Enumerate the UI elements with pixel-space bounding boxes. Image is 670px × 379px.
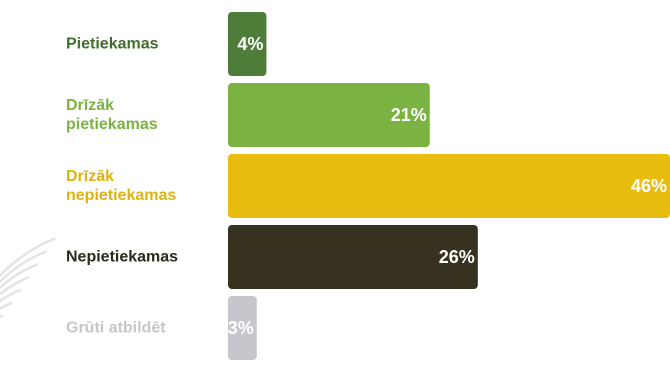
category-label-drizak-pietiekamas: Drīzāk pietiekamas	[66, 97, 158, 133]
category-label-drizak-nepietiekamas: Drīzāk nepietiekamas	[66, 168, 176, 204]
decorative-arcs-graphic	[0, 237, 56, 319]
bar-nepietiekamas	[228, 225, 478, 289]
value-label-gruti-atbildet: 3%	[228, 318, 254, 338]
decorative-arc	[0, 250, 48, 284]
category-label-pietiekamas: Pietiekamas	[66, 36, 159, 53]
bar-drizak-nepietiekamas	[228, 154, 670, 218]
bar-pietiekamas	[228, 12, 267, 76]
value-label-drizak-pietiekamas: 21%	[391, 105, 427, 125]
decorative-arc	[0, 301, 13, 311]
decorative-arc	[0, 275, 30, 296]
bar-drizak-pietiekamas	[228, 83, 430, 147]
decorative-arc	[0, 314, 4, 319]
decorative-arc	[0, 262, 39, 290]
decorative-arc	[0, 288, 22, 303]
value-label-pietiekamas: 4%	[237, 34, 263, 54]
value-label-nepietiekamas: 26%	[439, 247, 475, 267]
value-label-drizak-nepietiekamas: 46%	[631, 176, 667, 196]
category-label-gruti-atbildet: Grūti atbildēt	[66, 320, 166, 337]
bar-gruti-atbildet	[228, 296, 257, 360]
category-label-nepietiekamas: Nepietiekamas	[66, 249, 178, 266]
decorative-arc	[0, 237, 56, 278]
